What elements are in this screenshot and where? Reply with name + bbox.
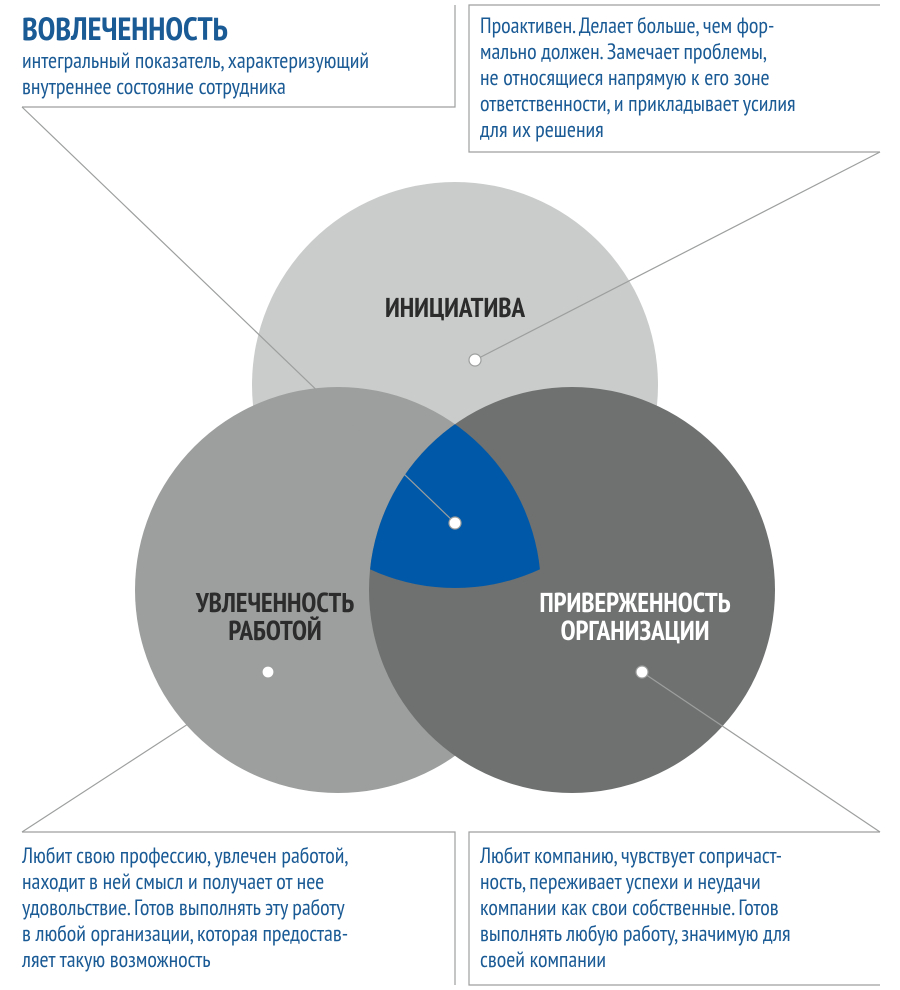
leader-dot [636,666,648,678]
circle-label: ИНИЦИАТИВА [385,291,525,325]
callout-top-right: Проактивен. Делает больше, чем фор- маль… [480,14,890,144]
circle-label: ПРИВЕРЖЕННОСТЬОРГАНИЗАЦИИ [539,586,730,648]
callout-bottom-left: Любит свою профессию, увлечен работой, н… [22,844,452,974]
main-subtitle: интегральный показатель, характеризующий… [22,49,452,101]
leader-dot [262,666,274,678]
infographic-canvas: ИНИЦИАТИВАУВЛЕЧЕННОСТЬРАБОТОЙПРИВЕРЖЕННО… [0,0,900,990]
main-title: ВОВЛЕЧЕННОСТЬ [22,12,452,44]
callout-bottom-right: Любит компанию, чувствует сопричаст- нос… [480,844,890,974]
leader-dot [449,517,461,529]
leader-dot [469,354,481,366]
